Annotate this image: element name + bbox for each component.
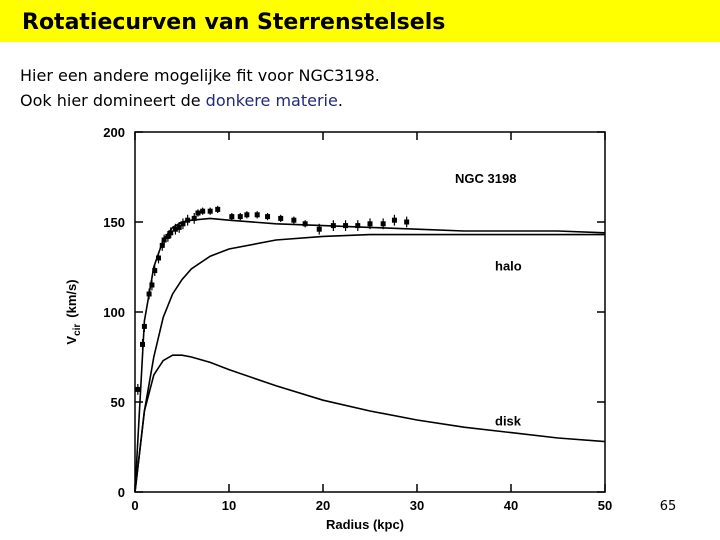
y-label-sub: cir	[72, 324, 83, 336]
x-tick-label: 20	[316, 498, 330, 513]
data-point	[172, 226, 178, 232]
page-number: 65	[660, 499, 677, 514]
annotation: NGC 3198	[455, 171, 516, 186]
data-point	[404, 219, 410, 225]
x-tick-label: 50	[598, 498, 612, 513]
data-point	[254, 212, 260, 218]
fit-curve	[134, 217, 606, 493]
data-point	[244, 212, 250, 218]
data-point	[195, 210, 201, 216]
x-tick-label: 10	[222, 498, 236, 513]
data-point	[237, 214, 243, 220]
data-point	[278, 215, 284, 221]
y-axis-label: Vcir (km/s)	[64, 279, 83, 344]
data-point	[159, 242, 165, 248]
text-span: Ook hier domineert de	[20, 91, 206, 110]
x-tick-label: 0	[131, 498, 138, 513]
y-label-unit: (km/s)	[64, 279, 79, 317]
data-point	[355, 223, 361, 229]
x-tick-label: 30	[410, 498, 424, 513]
data-point	[367, 221, 373, 227]
fit-curve	[134, 233, 605, 493]
fit-curve	[134, 354, 606, 493]
data-point	[165, 233, 171, 239]
x-axis-label: Radius (kpc)	[326, 517, 404, 532]
text-line: Hier een andere mogelijke fit voor NGC31…	[20, 66, 380, 85]
data-point	[207, 208, 213, 214]
data-point	[380, 221, 386, 227]
slide-title: Rotatiecurven van Sterrenstelsels	[22, 10, 445, 35]
data-point	[135, 386, 141, 392]
x-tick-label: 40	[504, 498, 518, 513]
data-point	[156, 255, 161, 261]
chart: 0 10 20 30 40 50 0 50 100 150 200 Radius (kpc) Vcir (…	[64, 125, 612, 532]
data-point	[316, 226, 322, 232]
text-line: Ook hier domineert de donkere materie.	[20, 91, 343, 110]
text-span: .	[338, 91, 343, 110]
curve-label: halo	[495, 259, 522, 274]
data-point	[265, 214, 271, 220]
y-label-main: V	[64, 336, 79, 345]
data-point	[343, 223, 349, 229]
data-point	[168, 230, 174, 236]
data-point	[229, 214, 235, 220]
data-point	[152, 268, 158, 274]
data-point	[180, 221, 186, 227]
y-tick-label: 150	[103, 215, 125, 230]
data-point	[302, 221, 308, 227]
data-point	[215, 206, 221, 212]
highlight: donkere materie	[206, 91, 338, 110]
data-point	[200, 208, 206, 214]
data-point	[391, 217, 397, 223]
data-point	[149, 282, 155, 288]
data-point	[176, 224, 182, 230]
y-tick-label: 50	[111, 395, 125, 410]
title-bar	[0, 0, 720, 42]
y-tick-label: 200	[103, 125, 125, 140]
data-point	[291, 217, 297, 223]
curve-label: disk	[495, 414, 522, 429]
chart-background	[43, 113, 630, 540]
y-tick-label: 100	[103, 305, 125, 320]
y-tick-label: 0	[118, 485, 125, 500]
data-point	[191, 215, 197, 221]
